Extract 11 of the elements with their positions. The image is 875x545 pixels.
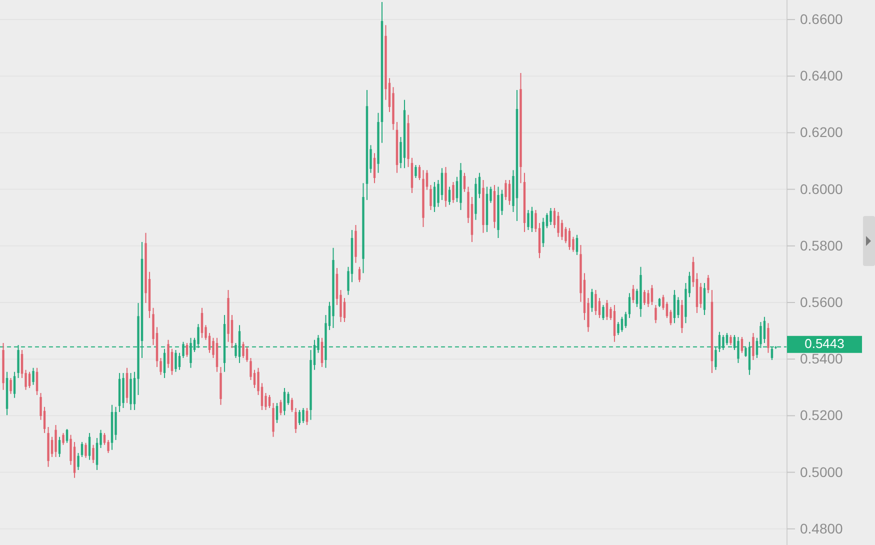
y-tick-label: 0.6000 [800,180,844,197]
y-tick-label: 0.4800 [800,520,844,536]
y-tick-label: 0.6400 [800,68,844,84]
y-tick-label: 0.5000 [800,464,844,480]
y-tick-label: 0.5800 [800,237,844,254]
y-tick-label: 0.5600 [800,294,844,310]
ref-line-label: 0.5443 [804,336,844,351]
y-tick-label: 0.5200 [800,407,844,424]
y-tick-label: 0.6200 [800,124,844,140]
y-tick-label: 0.5400 [800,350,844,367]
y-tick-label: 0.6600 [800,11,844,28]
